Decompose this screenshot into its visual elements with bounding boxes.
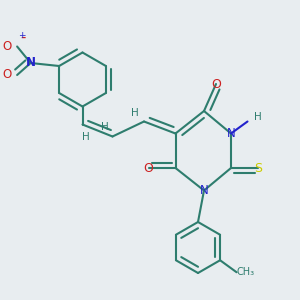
Text: O: O: [211, 77, 221, 91]
Text: H: H: [101, 122, 109, 133]
Text: O: O: [2, 68, 11, 82]
Text: O: O: [144, 161, 153, 175]
Text: +: +: [19, 31, 26, 40]
Text: H: H: [254, 112, 262, 122]
Text: N: N: [200, 184, 208, 197]
Text: CH₃: CH₃: [237, 267, 255, 277]
Text: N: N: [226, 127, 236, 140]
Text: N: N: [26, 56, 36, 70]
Text: -: -: [20, 30, 26, 45]
Text: H: H: [82, 131, 89, 142]
Text: S: S: [254, 161, 262, 175]
Text: H: H: [130, 108, 138, 118]
Text: O: O: [2, 40, 11, 53]
